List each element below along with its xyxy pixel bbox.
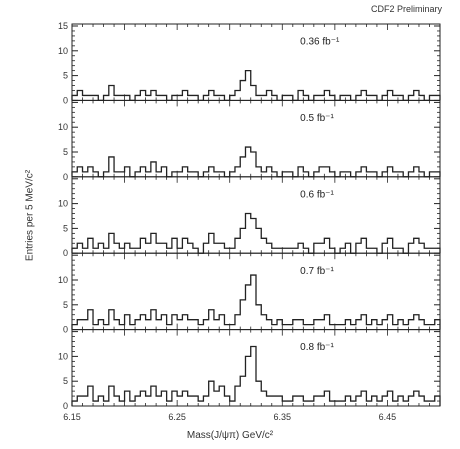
x-axis-label: Mass(J/ψπ) GeV/c² (186, 430, 274, 441)
histogram-series (71, 212, 441, 254)
y-tick-label: 10 (58, 351, 68, 361)
y-tick-label: 10 (58, 199, 68, 209)
panel-label: 0.7 fb⁻¹ (300, 266, 334, 277)
y-tick-label: 0 (63, 248, 68, 258)
preliminary-label: CDF2 Preliminary (370, 4, 442, 14)
y-tick-label: 5 (63, 300, 68, 310)
y-tick-label: 0 (63, 172, 68, 182)
panel-label: 0.6 fb⁻¹ (300, 189, 334, 200)
panel-frame (71, 176, 441, 254)
y-tick-label: 5 (63, 147, 68, 157)
panel-label: 0.8 fb⁻¹ (300, 342, 334, 353)
x-tick-label: 6.25 (168, 412, 186, 422)
y-tick-label: 10 (58, 46, 68, 56)
y-tick-label: 10 (58, 122, 68, 132)
panel-label: 0.5 fb⁻¹ (300, 113, 334, 124)
panel-label: 0.36 fb⁻¹ (300, 37, 340, 48)
x-tick-label: 6.15 (63, 412, 81, 422)
y-tick-label: 5 (63, 223, 68, 233)
y-tick-label: 0 (63, 95, 68, 105)
x-tick-label: 6.35 (274, 412, 292, 422)
y-tick-label: 0 (63, 325, 68, 335)
histogram-series (71, 345, 441, 406)
y-tick-label: 5 (63, 71, 68, 81)
y-tick-label: 15 (58, 21, 68, 31)
y-tick-label: 0 (63, 401, 68, 411)
x-tick-label: 6.45 (379, 412, 397, 422)
y-tick-label: 5 (63, 376, 68, 386)
histogram-series (71, 274, 441, 330)
y-tick-label: 10 (58, 275, 68, 285)
panel-frame (71, 329, 441, 407)
histogram-series (71, 69, 441, 102)
histogram-series (71, 146, 441, 178)
